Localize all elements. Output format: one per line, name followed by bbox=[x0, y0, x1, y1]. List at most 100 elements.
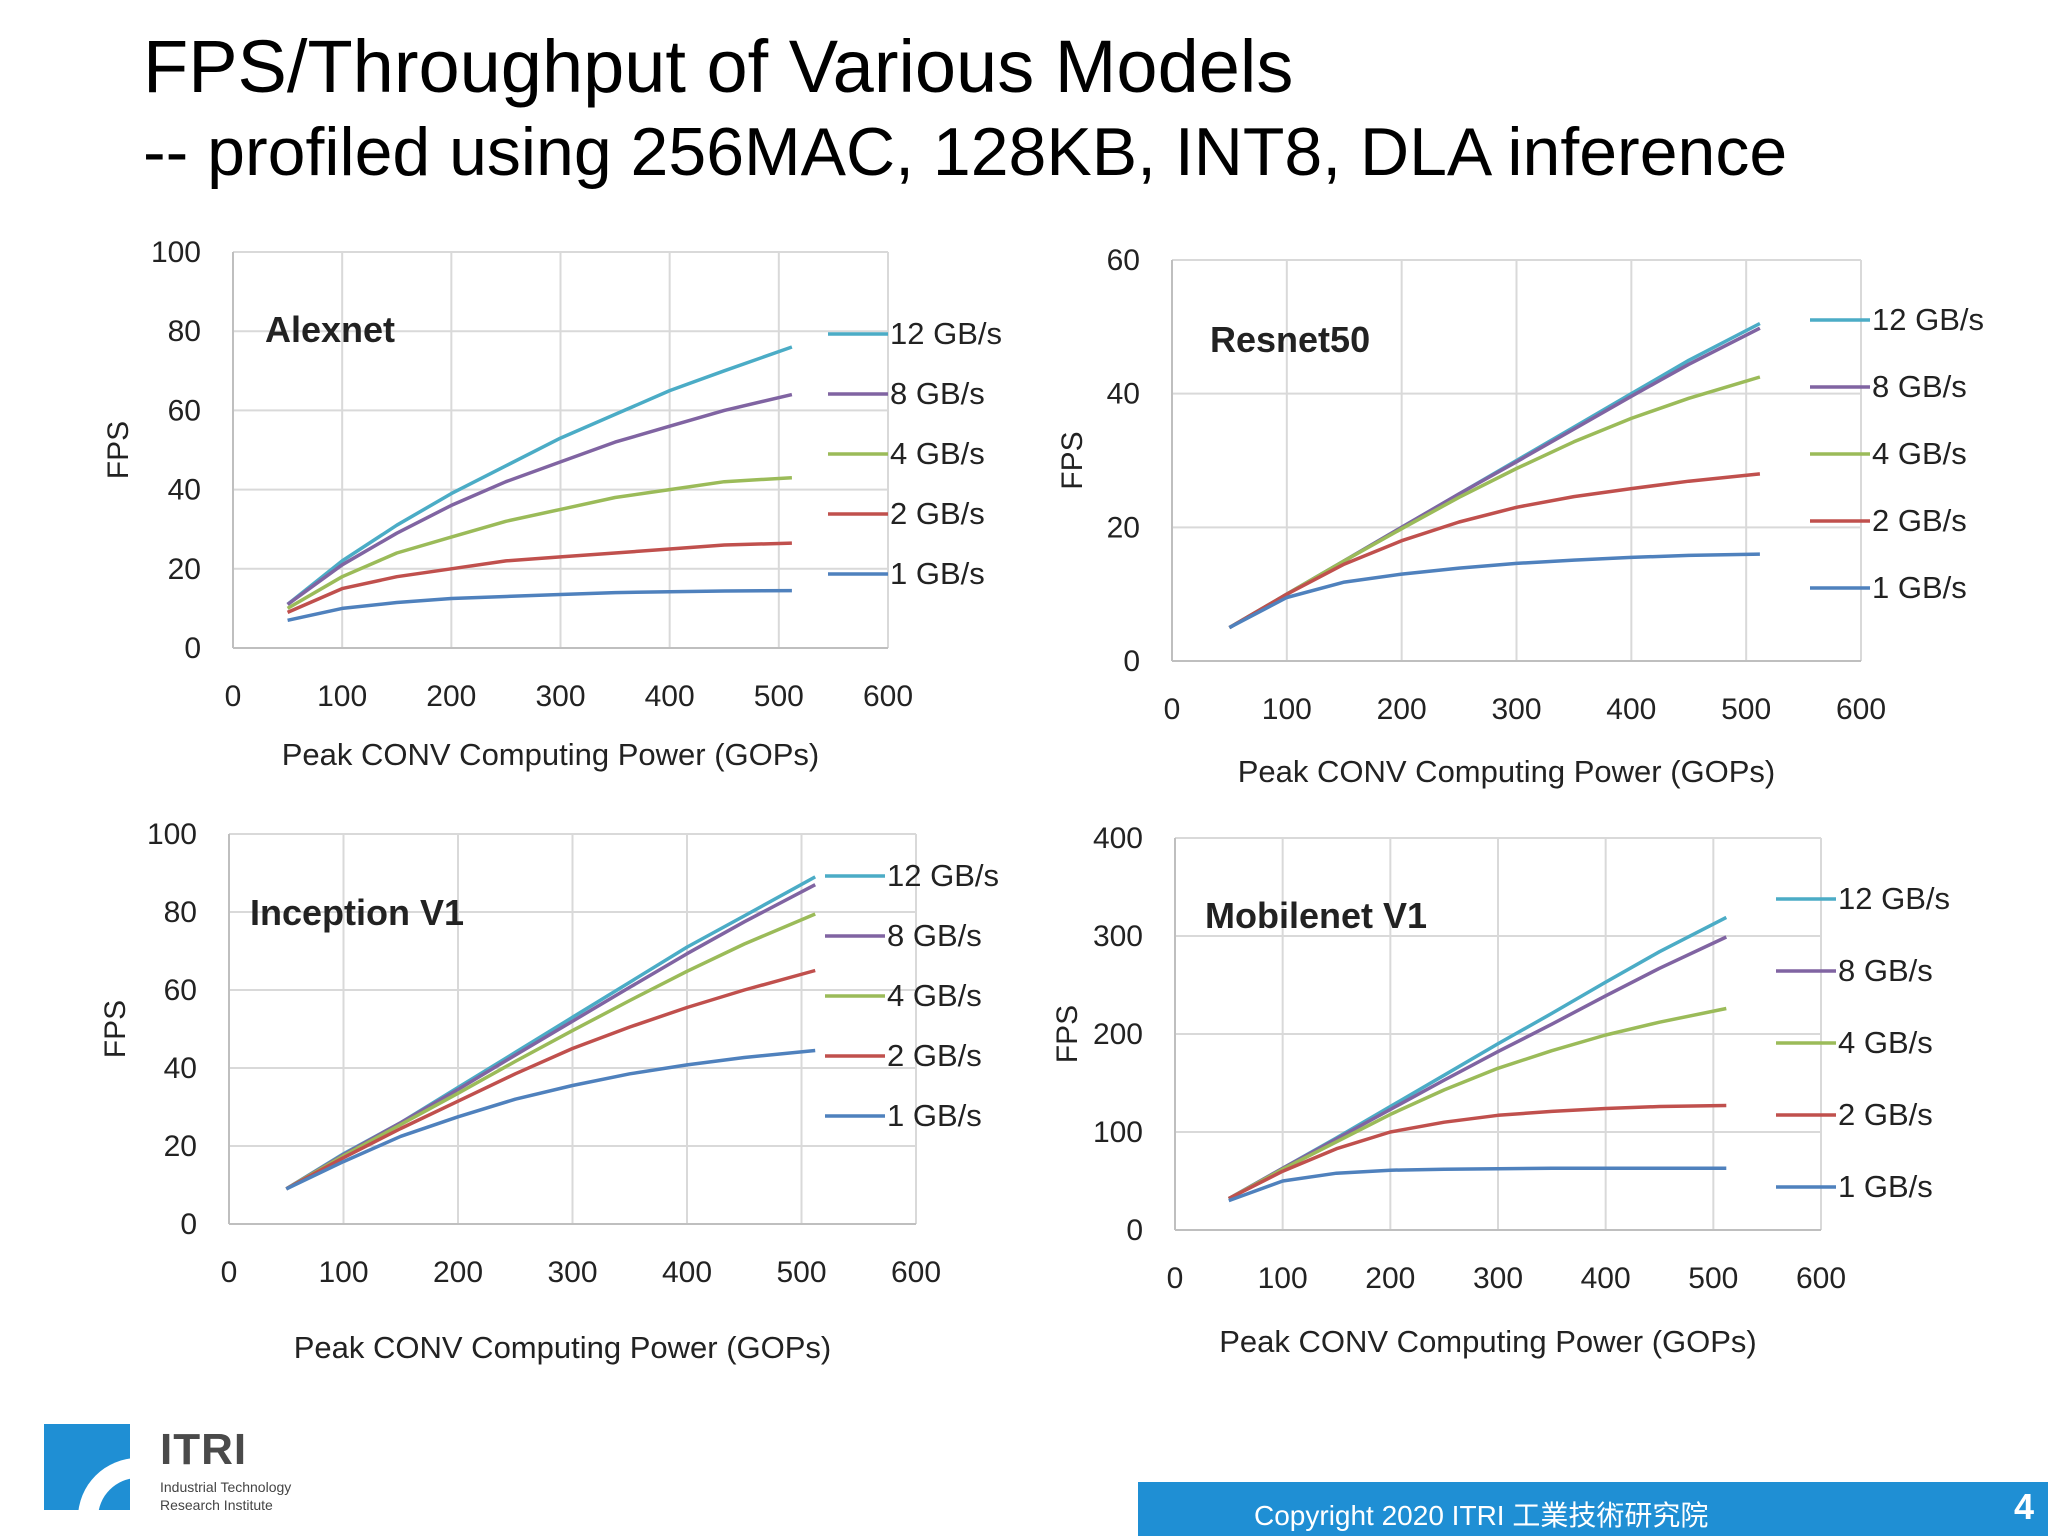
legend-label: 12 GB/s bbox=[890, 316, 1002, 351]
y-tick-label: 100 bbox=[151, 236, 201, 269]
x-tick-label: 400 bbox=[645, 680, 695, 713]
y-tick-label: 0 bbox=[1126, 1214, 1143, 1247]
legend-label: 8 GB/s bbox=[1838, 953, 1933, 988]
chart-title: Resnet50 bbox=[1210, 319, 1370, 360]
legend-label: 4 GB/s bbox=[890, 436, 985, 471]
y-tick-label: 20 bbox=[168, 553, 201, 586]
legend-label: 2 GB/s bbox=[890, 496, 985, 531]
x-tick-label: 200 bbox=[1377, 693, 1427, 726]
series-line bbox=[286, 541, 792, 615]
x-tick-label: 0 bbox=[1167, 1262, 1184, 1295]
y-tick-label: 200 bbox=[1093, 1018, 1143, 1051]
page-number: 4 bbox=[2013, 1486, 2034, 1527]
series-line bbox=[1228, 552, 1760, 630]
series-line bbox=[287, 588, 792, 623]
y-tick-label: 80 bbox=[168, 315, 201, 348]
x-tick-label: 500 bbox=[1688, 1262, 1738, 1295]
legend-label: 1 GB/s bbox=[887, 1098, 982, 1133]
x-tick-label: 100 bbox=[1262, 693, 1312, 726]
x-tick-label: 600 bbox=[1836, 693, 1886, 726]
series-line bbox=[1228, 1166, 1727, 1203]
x-axis-label: Peak CONV Computing Power (GOPs) bbox=[282, 737, 820, 772]
y-tick-label: 0 bbox=[1123, 645, 1140, 678]
series-line bbox=[285, 912, 816, 1191]
y-tick-label: 60 bbox=[164, 974, 197, 1007]
y-tick-label: 100 bbox=[147, 818, 197, 851]
series-line bbox=[1228, 472, 1761, 630]
legend-label: 1 GB/s bbox=[1872, 570, 1967, 605]
y-tick-label: 60 bbox=[1107, 244, 1140, 277]
series-line bbox=[1228, 1103, 1727, 1201]
series-line bbox=[285, 1048, 816, 1191]
x-tick-label: 300 bbox=[1491, 693, 1541, 726]
series-line bbox=[286, 345, 793, 606]
x-tick-label: 400 bbox=[1606, 693, 1656, 726]
legend-label: 12 GB/s bbox=[887, 858, 999, 893]
legend-label: 1 GB/s bbox=[890, 556, 985, 591]
x-tick-label: 300 bbox=[547, 1256, 597, 1289]
chart-title: Inception V1 bbox=[250, 892, 464, 933]
x-tick-label: 100 bbox=[318, 1256, 368, 1289]
y-tick-label: 20 bbox=[1107, 511, 1140, 544]
chart-3: 0 100 200 300 400 500 600 0 100 200 300 400 Peak CON… bbox=[1051, 822, 1950, 1359]
y-axis-label: FPS bbox=[1051, 1005, 1084, 1063]
x-tick-label: 200 bbox=[1365, 1262, 1415, 1295]
legend-label: 4 GB/s bbox=[1838, 1025, 1933, 1060]
x-tick-label: 100 bbox=[1258, 1262, 1308, 1295]
legend-label: 4 GB/s bbox=[1872, 436, 1967, 471]
chart-title: Alexnet bbox=[265, 309, 395, 350]
legend-label: 12 GB/s bbox=[1872, 302, 1984, 337]
series-line bbox=[1227, 1006, 1727, 1201]
y-tick-label: 0 bbox=[184, 632, 201, 665]
slide-title: FPS/Throughput of Various Models bbox=[143, 25, 1294, 108]
x-tick-label: 200 bbox=[426, 680, 476, 713]
x-tick-label: 0 bbox=[225, 680, 242, 713]
series-line bbox=[286, 392, 793, 606]
y-tick-label: 80 bbox=[164, 896, 197, 929]
legend-label: 8 GB/s bbox=[890, 376, 985, 411]
legend-label: 1 GB/s bbox=[1838, 1169, 1933, 1204]
x-tick-label: 200 bbox=[433, 1256, 483, 1289]
x-tick-label: 300 bbox=[535, 680, 585, 713]
legend-label: 8 GB/s bbox=[887, 918, 982, 953]
itri-logo: ITRI Industrial Technology Research Inst… bbox=[44, 1422, 324, 1522]
legend-label: 8 GB/s bbox=[1872, 369, 1967, 404]
chart-title: Mobilenet V1 bbox=[1205, 895, 1427, 936]
slide-subtitle: -- profiled using 256MAC, 128KB, INT8, D… bbox=[143, 114, 1788, 190]
y-tick-label: 40 bbox=[168, 474, 201, 507]
y-tick-label: 20 bbox=[164, 1130, 197, 1163]
x-tick-label: 500 bbox=[1721, 693, 1771, 726]
legend-label: 2 GB/s bbox=[1838, 1097, 1933, 1132]
series-line bbox=[286, 475, 793, 610]
copyright-text: Copyright 2020 ITRI 工業技術研究院 bbox=[1254, 1500, 1709, 1531]
x-axis-label: Peak CONV Computing Power (GOPs) bbox=[1238, 754, 1776, 789]
y-axis-label: FPS bbox=[99, 1000, 132, 1058]
x-tick-label: 300 bbox=[1473, 1262, 1523, 1295]
legend-label: 2 GB/s bbox=[1872, 503, 1967, 538]
x-tick-label: 400 bbox=[662, 1256, 712, 1289]
chart-2: 0 100 200 300 400 500 600 0 20 40 60 80 100 Peak CONV… bbox=[99, 818, 999, 1365]
x-tick-label: 500 bbox=[754, 680, 804, 713]
footer-bar: Copyright 2020 ITRI 工業技術研究院 4 bbox=[1138, 1482, 2048, 1536]
y-tick-label: 100 bbox=[1093, 1116, 1143, 1149]
legend-label: 12 GB/s bbox=[1838, 881, 1950, 916]
series-line bbox=[285, 968, 816, 1191]
legend-label: 2 GB/s bbox=[887, 1038, 982, 1073]
x-axis-label: Peak CONV Computing Power (GOPs) bbox=[1219, 1324, 1757, 1359]
x-tick-label: 600 bbox=[891, 1256, 941, 1289]
y-tick-label: 400 bbox=[1093, 822, 1143, 855]
chart-1: 0 100 200 300 400 500 600 0 20 40 60 Peak CONV Comp… bbox=[1056, 244, 1984, 789]
logo-tagline: Industrial Technology Research Institute bbox=[160, 1479, 292, 1513]
y-axis-label: FPS bbox=[1056, 431, 1089, 489]
x-tick-label: 500 bbox=[776, 1256, 826, 1289]
y-axis-label: FPS bbox=[102, 421, 135, 479]
y-tick-label: 60 bbox=[168, 394, 201, 427]
y-tick-label: 40 bbox=[164, 1052, 197, 1085]
x-tick-label: 600 bbox=[863, 680, 913, 713]
y-tick-label: 0 bbox=[180, 1208, 197, 1241]
x-tick-label: 600 bbox=[1796, 1262, 1846, 1295]
x-axis-label: Peak CONV Computing Power (GOPs) bbox=[294, 1330, 832, 1365]
legend-label: 4 GB/s bbox=[887, 978, 982, 1013]
itri-logo-mark-icon bbox=[44, 1424, 130, 1510]
